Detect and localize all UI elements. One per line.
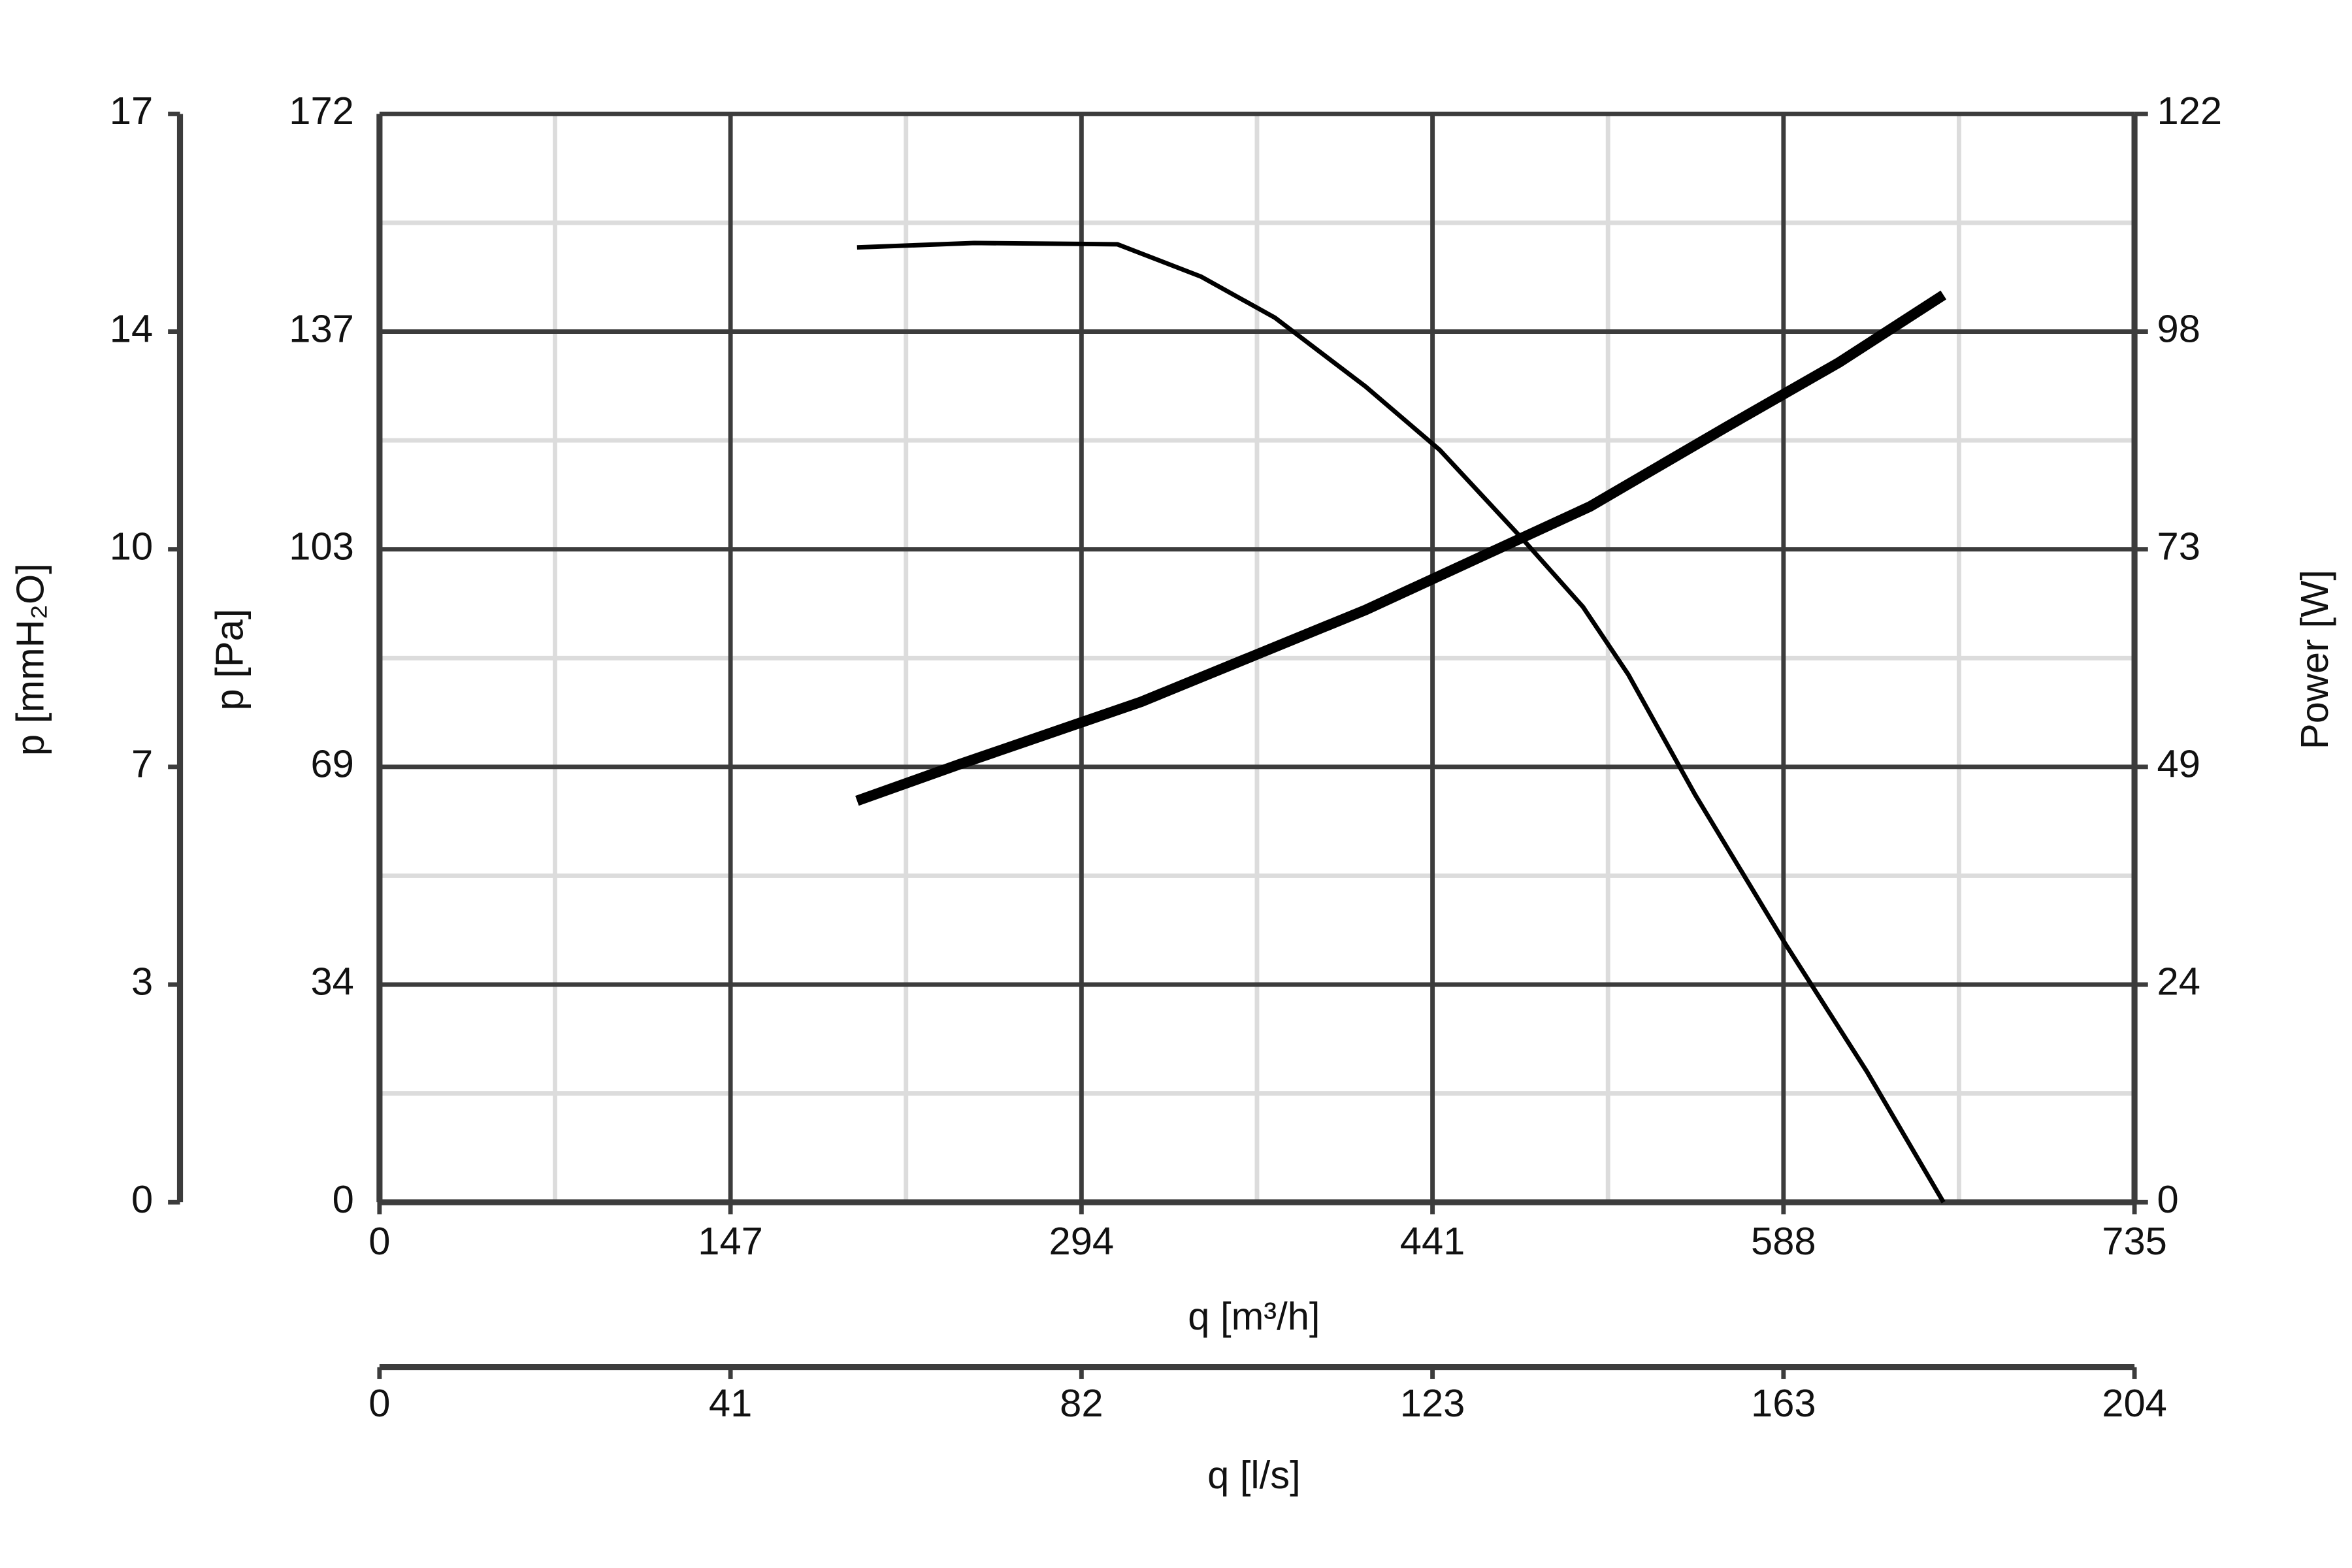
y2-tick-label: 24 [2157, 960, 2200, 1004]
x2-tick-label: 204 [2102, 1381, 2167, 1425]
y2-tick-label: 73 [2157, 524, 2200, 568]
x-tick-label: 294 [1049, 1219, 1115, 1263]
y3-tick-label: 7 [131, 742, 153, 786]
y3-axis-label: p [mmH₂O] [8, 563, 52, 756]
y-tick-label: 137 [289, 306, 354, 350]
y2-tick-label: 49 [2157, 742, 2200, 786]
x2-tick-label: 163 [1751, 1381, 1816, 1425]
x-tick-label: 0 [368, 1219, 390, 1263]
x-tick-label: 588 [1751, 1219, 1816, 1263]
x2-tick-label: 41 [709, 1381, 752, 1425]
y-tick-label: 0 [333, 1177, 354, 1221]
x-axis-label: q [m³/h] [1188, 1294, 1320, 1338]
curve [857, 240, 1946, 1203]
y2-tick-label: 98 [2157, 306, 2200, 350]
y2-tick-label: 0 [2157, 1177, 2179, 1221]
y3-tick-label: 17 [110, 89, 153, 133]
x-tick-label: 147 [698, 1219, 763, 1263]
y3-tick-label: 10 [110, 524, 153, 568]
y-tick-label: 103 [289, 524, 354, 568]
y-tick-label: 34 [310, 960, 353, 1004]
y2-axis-label: Power [W] [2293, 570, 2336, 749]
y3-tick-label: 3 [131, 960, 153, 1004]
y3-tick-label: 14 [110, 306, 153, 350]
x-tick-label: 735 [2102, 1219, 2167, 1263]
x2-tick-label: 123 [1400, 1381, 1465, 1425]
curve [855, 290, 1947, 806]
y-tick-label: 69 [310, 742, 353, 786]
x2-tick-label: 0 [368, 1381, 390, 1425]
y3-tick-label: 0 [131, 1177, 153, 1221]
y2-tick-label: 122 [2157, 89, 2223, 133]
y-tick-label: 172 [289, 89, 354, 133]
y-axis-label: p [Pa] [208, 609, 252, 711]
x2-axis-label: q [l/s] [1207, 1453, 1301, 1497]
x2-tick-label: 82 [1060, 1381, 1103, 1425]
x-tick-label: 441 [1400, 1219, 1465, 1263]
